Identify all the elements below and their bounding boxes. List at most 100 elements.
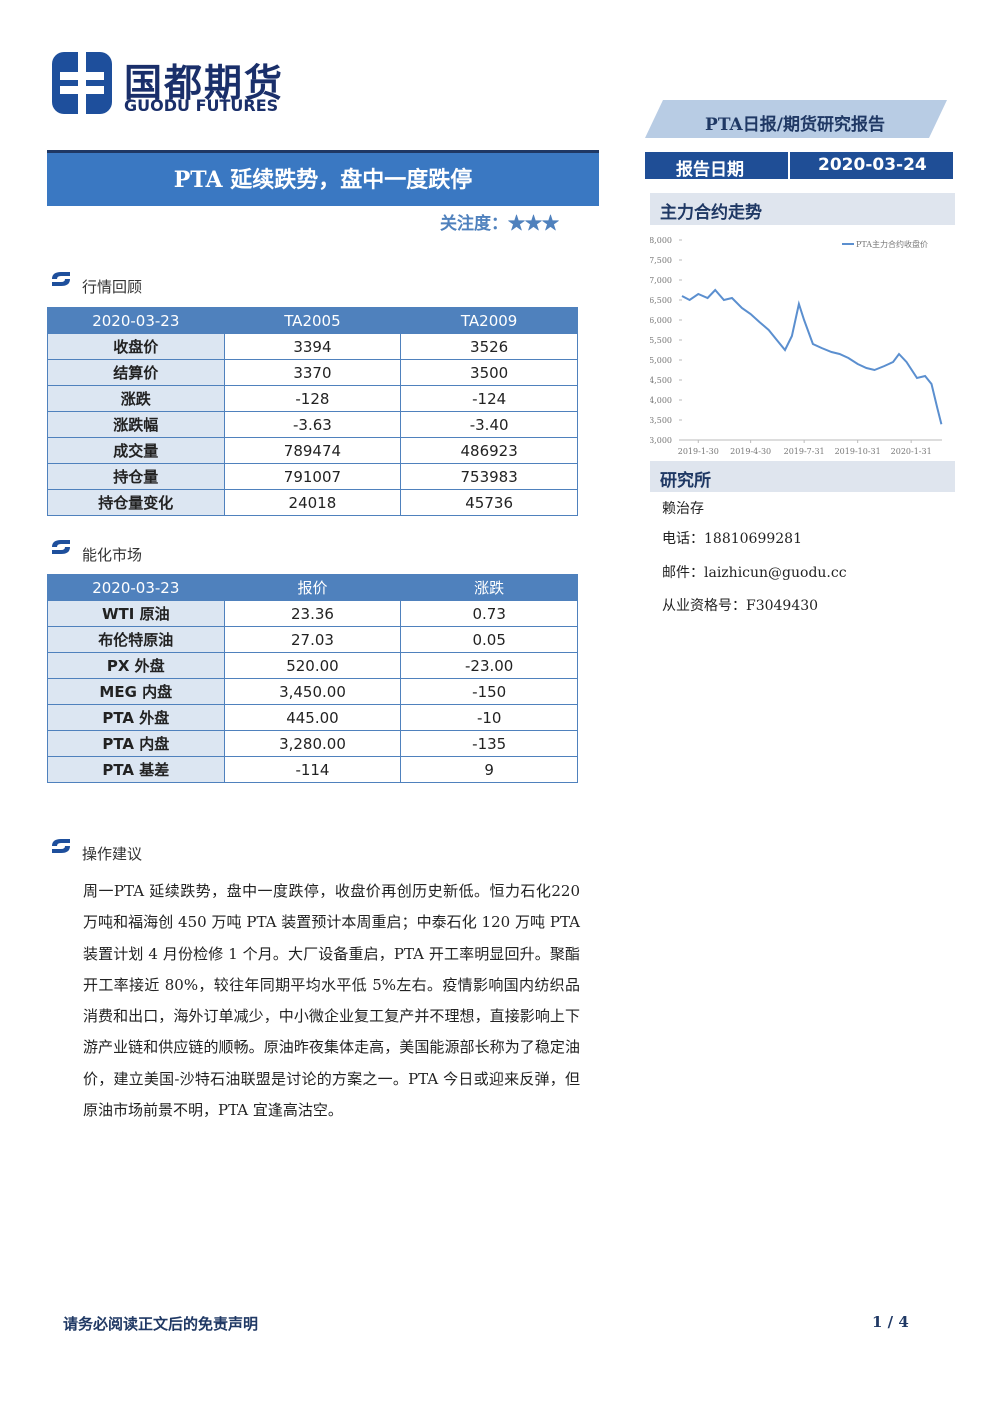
cell: -135 bbox=[400, 730, 578, 757]
cell: 成交量 bbox=[47, 437, 225, 464]
section-heading: 操作建议 bbox=[82, 845, 143, 863]
y-tick-label: 3,500 bbox=[650, 416, 672, 425]
header-cell: TA2009 bbox=[400, 307, 578, 334]
attention: 关注度：★★★ bbox=[440, 209, 559, 234]
page-number: 1 / 4 bbox=[872, 1313, 909, 1331]
row: PTA 内盘 3,280.00 -135 bbox=[47, 730, 578, 757]
analyst: 赖治存 bbox=[662, 501, 704, 517]
attention-label: 关注度： bbox=[440, 214, 508, 234]
phone: 电话：18810699281 bbox=[662, 531, 802, 547]
cell: 3500 bbox=[400, 359, 578, 386]
header-cell: TA2005 bbox=[223, 307, 402, 334]
cell: 445.00 bbox=[223, 704, 402, 731]
badge: PTA日报/期货研究报告 bbox=[705, 115, 885, 135]
cell: 753983 bbox=[400, 463, 578, 490]
chart-heading-bg bbox=[650, 193, 955, 225]
cell: -114 bbox=[223, 756, 402, 783]
header-cell: 报价 bbox=[223, 574, 402, 601]
x-tick-label: 2019-10-31 bbox=[835, 447, 881, 456]
y-tick-label: 4,000 bbox=[650, 396, 672, 405]
cell: 791007 bbox=[223, 463, 402, 490]
row: PTA 基差 -114 9 bbox=[47, 756, 578, 783]
y-tick-label: 5,500 bbox=[650, 336, 672, 345]
cell: -3.63 bbox=[223, 411, 402, 438]
title-bar bbox=[47, 150, 599, 206]
header-row: 2020-03-23 报价 涨跌 bbox=[47, 574, 578, 601]
section-icon bbox=[52, 540, 70, 554]
cell: 3370 bbox=[223, 359, 402, 386]
cell: 持仓量 bbox=[47, 463, 225, 490]
chart-heading: 主力合约走势 bbox=[660, 203, 762, 223]
cell: 3,450.00 bbox=[223, 678, 402, 705]
row: 持仓量变化 24018 45736 bbox=[47, 489, 578, 516]
market-table: 2020-03-23 TA2005 TA2009 收盘价 3394 3526 结算价 3370… bbox=[47, 307, 578, 516]
research-heading: 研究所 bbox=[660, 471, 711, 491]
cell: 涨跌幅 bbox=[47, 411, 225, 438]
row: 收盘价 3394 3526 bbox=[47, 333, 578, 360]
research-heading-bg bbox=[650, 461, 955, 492]
attention-stars: ★★★ bbox=[508, 214, 559, 234]
cell: -150 bbox=[400, 678, 578, 705]
line bbox=[681, 288, 943, 425]
cell: 9 bbox=[400, 756, 578, 783]
section-icon bbox=[52, 839, 70, 853]
cell: 涨跌 bbox=[47, 385, 225, 412]
y-tick-label: 6,500 bbox=[650, 296, 672, 305]
cell: 0.05 bbox=[400, 626, 578, 653]
row: 涨跌 -128 -124 bbox=[47, 385, 578, 412]
cell: PX 外盘 bbox=[47, 652, 225, 679]
section-heading: 行情回顾 bbox=[82, 278, 143, 296]
cell: 3526 bbox=[400, 333, 578, 360]
cell: PTA 外盘 bbox=[47, 704, 225, 731]
cell: -23.00 bbox=[400, 652, 578, 679]
logo-cn: 国都期货 bbox=[124, 61, 285, 105]
row: WTI 原油 23.36 0.73 bbox=[47, 600, 578, 627]
logo-mark bbox=[52, 52, 112, 114]
cell: 3,280.00 bbox=[223, 730, 402, 757]
disclaimer: 请务必阅读正文后的免责声明 bbox=[63, 1315, 259, 1333]
cell: 3394 bbox=[223, 333, 402, 360]
y-tick-label: 3,000 bbox=[650, 436, 672, 445]
y-tick-label: 8,000 bbox=[650, 236, 672, 245]
row: MEG 内盘 3,450.00 -150 bbox=[47, 678, 578, 705]
cell: 486923 bbox=[400, 437, 578, 464]
cell: 520.00 bbox=[223, 652, 402, 679]
chart: 3,000 3,500 4,000 4,500 5,000 5,500 6,000 6,500… bbox=[650, 236, 943, 456]
row: PTA 外盘 445.00 -10 bbox=[47, 704, 578, 731]
date-divider bbox=[788, 152, 790, 179]
y-tick-label: 7,000 bbox=[650, 276, 672, 285]
x-tick-label: 2020-1-31 bbox=[891, 447, 932, 456]
cell: 45736 bbox=[400, 489, 578, 516]
row: 持仓量 791007 753983 bbox=[47, 463, 578, 490]
cell: 23.36 bbox=[223, 600, 402, 627]
section-icon bbox=[52, 272, 70, 286]
cell: 结算价 bbox=[47, 359, 225, 386]
cell: 持仓量变化 bbox=[47, 489, 225, 516]
cell: 789474 bbox=[223, 437, 402, 464]
header-row: 2020-03-23 TA2005 TA2009 bbox=[47, 307, 578, 334]
cell: -128 bbox=[223, 385, 402, 412]
y-tick-label: 5,000 bbox=[650, 356, 672, 365]
cell: PTA 基差 bbox=[47, 756, 225, 783]
advice: 周一PTA 延续跌势，盘中一度跌停，收盘价再创历史新低。恒力石化220 万吨和福… bbox=[83, 882, 580, 1120]
row: 结算价 3370 3500 bbox=[47, 359, 578, 386]
date: 2020-03-24 bbox=[818, 155, 927, 175]
x-tick-label: 2019-1-30 bbox=[678, 447, 719, 456]
badge-bg bbox=[645, 100, 947, 138]
y-tick-label: 6,000 bbox=[650, 316, 672, 325]
x-tick-label: 2019-7-31 bbox=[784, 447, 825, 456]
header-cell: 2020-03-23 bbox=[47, 574, 225, 601]
y-tick-label: 7,500 bbox=[650, 256, 672, 265]
date-label: 报告日期 bbox=[676, 160, 744, 180]
cell: WTI 原油 bbox=[47, 600, 225, 627]
logo-en: GUODU FUTURES bbox=[124, 96, 279, 115]
header-cell: 涨跌 bbox=[400, 574, 578, 601]
cell: 27.03 bbox=[223, 626, 402, 653]
section-heading: 能化市场 bbox=[82, 546, 143, 564]
cell: 24018 bbox=[223, 489, 402, 516]
email: 邮件：laizhicun@guodu.cc bbox=[662, 565, 847, 581]
cell: 收盘价 bbox=[47, 333, 225, 360]
row: PX 外盘 520.00 -23.00 bbox=[47, 652, 578, 679]
cell: 0.73 bbox=[400, 600, 578, 627]
